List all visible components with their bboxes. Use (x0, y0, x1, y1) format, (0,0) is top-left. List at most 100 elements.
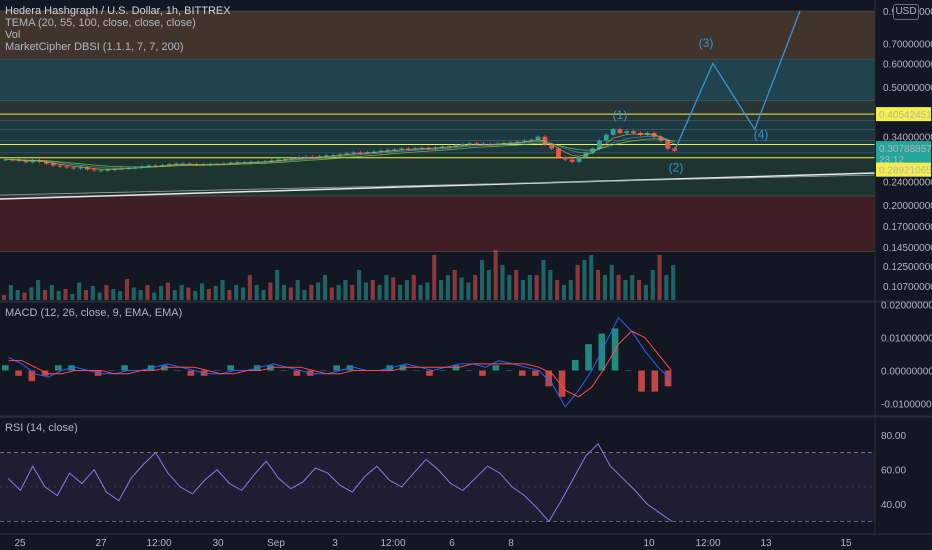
price-axis-tick: 0.20000000 (883, 201, 932, 212)
volume-bar (466, 282, 471, 300)
volume-bar (322, 275, 328, 300)
candle-body (453, 145, 459, 147)
candle-body (617, 129, 623, 133)
candle-body (105, 169, 111, 171)
candle-body (3, 159, 8, 161)
macd-histogram-bar (532, 370, 539, 376)
indicator-tema-label[interactable]: TEMA (20, 55, 100, close, close, close) (5, 17, 196, 29)
volume-bar (589, 255, 594, 300)
macd-histogram-bar (41, 370, 49, 376)
macd-histogram-bar (505, 370, 513, 372)
candle-body (289, 158, 295, 160)
volume-bar (268, 282, 273, 300)
time-axis-tick: 6 (449, 538, 455, 549)
volume-bar (664, 275, 669, 300)
trendline-upper (0, 174, 876, 196)
volume-bar (227, 290, 232, 300)
candle-body (160, 165, 165, 167)
volume-bar (609, 265, 614, 300)
candle-body (610, 129, 616, 135)
volume-bar (152, 292, 157, 300)
volume-bar (165, 282, 170, 300)
candle-body (385, 149, 391, 151)
indicator-dbsi-label[interactable]: MarketCipher DBSI (1.1.1, 7, 7, 200) (5, 41, 184, 53)
currency-button[interactable]: USD (893, 4, 919, 20)
volume-bar (493, 250, 498, 300)
macd-histogram-bar (439, 370, 447, 372)
candle-body (378, 150, 384, 152)
candle-body (146, 165, 152, 167)
volume-bar (384, 275, 389, 300)
volume-bar (363, 282, 368, 300)
candle-body (276, 159, 281, 161)
candle-body (351, 152, 357, 154)
candle-body (153, 165, 159, 167)
volume-bar (281, 285, 287, 300)
volume-bar (343, 280, 348, 300)
volume-bar (104, 285, 109, 300)
volume-bar (138, 290, 143, 300)
macd-histogram-bar (15, 370, 22, 376)
last-price-label: 0.30788857 (879, 144, 932, 155)
macd-histogram-bar (412, 370, 420, 372)
candle-body (440, 146, 445, 148)
price-axis-tick: 0.60000000 (883, 59, 932, 70)
volume-bar (404, 280, 409, 300)
time-axis-tick: 30 (212, 538, 224, 549)
volume-bar (329, 287, 334, 300)
chart-title[interactable]: Hedera Hashgraph / U.S. Dollar, 1h, BITT… (5, 5, 231, 17)
volume-bar (445, 275, 450, 300)
trendline-lower (0, 172, 876, 200)
time-axis-tick: 3 (332, 538, 338, 549)
macd-histogram-bar (320, 370, 327, 372)
candle-body (624, 131, 630, 133)
rsi-axis-tick: 80.00 (881, 431, 906, 442)
indicator-vol-label[interactable]: Vol (5, 29, 21, 41)
volume-bar (657, 255, 662, 300)
candle-body (330, 155, 336, 157)
volume-bar (616, 275, 621, 300)
volume-bar (637, 280, 642, 300)
macd-histogram-bar (227, 365, 234, 371)
rsi-axis-tick: 60.00 (881, 466, 906, 477)
time-axis-tick: 8 (508, 538, 514, 549)
macd-histogram-bar (426, 370, 433, 376)
macd-pane-title: MACD (12, 26, close, 9, EMA, EMA) (5, 307, 182, 319)
level-marker-label: 0.28921065 (879, 166, 932, 177)
zone-band-5 (0, 195, 875, 252)
price-axis-tick: 0.24000000 (883, 178, 932, 189)
wave-projection (674, 10, 801, 151)
candle-body (317, 156, 322, 158)
volume-bar (70, 294, 75, 300)
volume-bar (213, 286, 218, 300)
wave-label-2: (2) (669, 160, 684, 174)
candle-body (78, 167, 83, 169)
macd-histogram-bar (174, 370, 181, 372)
macd-histogram-bar (121, 365, 128, 371)
candle-body (576, 157, 582, 162)
candle-body (71, 167, 77, 169)
candle-body (50, 163, 56, 166)
macd-histogram-bar (333, 365, 340, 371)
volume-bar (247, 275, 252, 300)
volume-bar (568, 280, 573, 300)
candle-body (337, 154, 343, 156)
volume-bar (561, 285, 567, 300)
volume-bar (432, 255, 437, 300)
tema-line-1 (5, 135, 675, 169)
volume-bar (473, 275, 478, 300)
price-axis-tick: 0.14500000 (883, 243, 932, 254)
volume-bar (500, 265, 505, 300)
level-marker-bg (876, 162, 931, 177)
macd-histogram-bar (452, 365, 460, 371)
volume-bar (316, 282, 321, 300)
volume-bar (514, 270, 519, 300)
macd-axis-tick: 0.02000000 (881, 301, 932, 312)
volume-bar (97, 292, 102, 300)
volume-bar (42, 290, 48, 300)
candle-body (364, 152, 370, 154)
volume-bar (2, 295, 7, 300)
candle-body (269, 160, 275, 162)
